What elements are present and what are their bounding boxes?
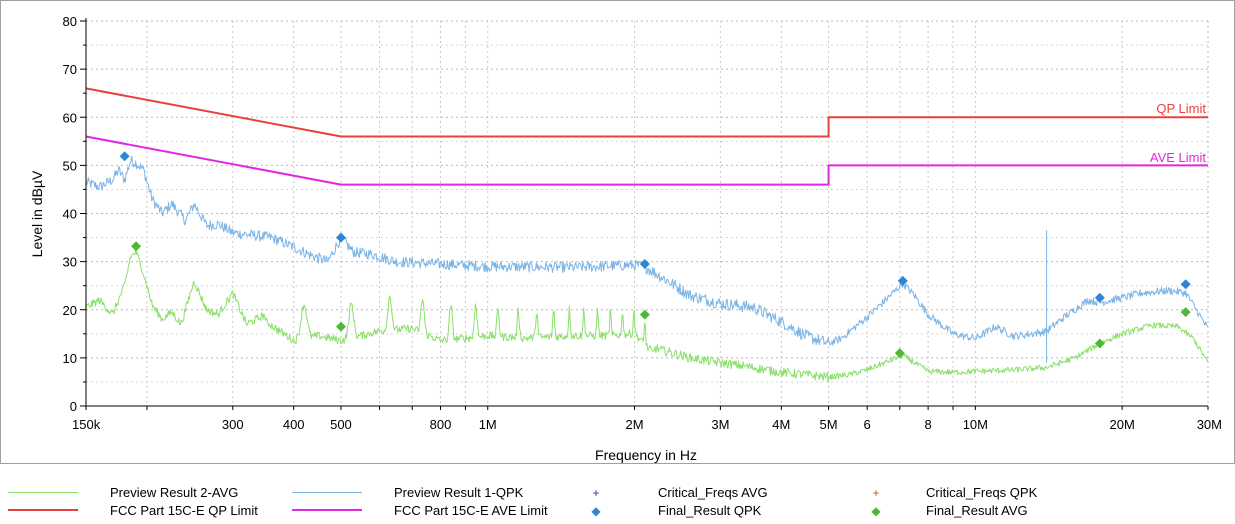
legend-label: Critical_Freqs QPK	[926, 485, 1038, 500]
data-point-final-result-qpk	[1180, 279, 1191, 290]
data-point-final-result-avg	[131, 241, 142, 252]
legend-swatch	[8, 492, 78, 493]
x-tick-label: 1M	[479, 417, 497, 432]
legend-label: Critical_Freqs AVG	[658, 485, 768, 500]
x-tick-label: 800	[430, 417, 452, 432]
data-point-final-result-qpk	[335, 232, 346, 243]
data-point-final-result-avg	[1094, 338, 1105, 349]
legend-label: FCC Part 15C-E QP Limit	[110, 503, 258, 518]
legend-swatch	[292, 492, 362, 493]
x-tick-label: 3M	[711, 417, 729, 432]
legend-swatch	[8, 509, 78, 511]
x-tick-label: 20M	[1109, 417, 1134, 432]
qp-limit-label: QP Limit	[1156, 101, 1206, 116]
ave-limit-label: AVE Limit	[1150, 150, 1206, 165]
legend-label: Preview Result 2-AVG	[110, 485, 239, 500]
series-line-fcc-part-15c-e-ave-limit	[85, 135, 1208, 186]
plus-marker-icon: +	[592, 486, 600, 500]
x-tick-label: 8	[924, 417, 931, 432]
data-point-final-result-qpk	[639, 259, 650, 270]
x-tick-label: 6	[864, 417, 871, 432]
data-point-final-result-qpk	[897, 275, 908, 286]
y-tick-label: 40	[63, 207, 77, 222]
markers	[119, 151, 1191, 359]
series	[85, 87, 1209, 383]
x-tick-label: 30M	[1197, 417, 1222, 432]
y-tick-label: 0	[70, 399, 77, 414]
plus-marker-icon: +	[872, 486, 880, 500]
diamond-marker-icon: ◆	[591, 504, 601, 518]
x-tick-label: 2M	[625, 417, 643, 432]
series-line-preview-result-1-qpk	[85, 155, 1209, 346]
y-tick-label: 70	[63, 62, 77, 77]
x-tick-label: 150k	[72, 417, 101, 432]
series-line-fcc-part-15c-e-qp-limit	[85, 87, 1208, 138]
legend-label: Final_Result QPK	[658, 503, 762, 518]
emission-chart: 0 10 20 30 40 50 60 70 80 150k 300 400 500 800 1M 2M 3M 4…	[0, 0, 1235, 464]
x-tick-label: 4M	[772, 417, 790, 432]
legend-label: Preview Result 1-QPK	[394, 485, 524, 500]
data-point-final-result-avg	[1180, 307, 1191, 318]
y-axis-title: Level in dBµV	[29, 170, 45, 257]
data-point-final-result-avg	[894, 348, 905, 359]
data-point-final-result-avg	[639, 309, 650, 320]
x-tick-label: 5M	[820, 417, 838, 432]
y-tick-label: 60	[63, 110, 77, 125]
data-point-final-result-qpk	[119, 151, 130, 162]
x-tick-label: 500	[330, 417, 352, 432]
diamond-marker-icon: ◆	[871, 504, 881, 518]
legend-label: Final_Result AVG	[926, 503, 1028, 518]
x-tick-label: 10M	[963, 417, 988, 432]
y-tick-label: 80	[63, 14, 77, 29]
y-tick-label: 30	[63, 255, 77, 270]
y-tick-label: 20	[63, 303, 77, 318]
legend-label: FCC Part 15C-E AVE Limit	[394, 503, 548, 518]
data-point-final-result-qpk	[1094, 292, 1105, 303]
x-tick-label: 300	[222, 417, 244, 432]
data-point-final-result-avg	[335, 321, 346, 332]
chart-frame	[0, 0, 1235, 464]
y-tick-label: 10	[63, 351, 77, 366]
y-tick-label: 50	[63, 158, 77, 173]
x-axis-title: Frequency in Hz	[595, 447, 697, 463]
x-tick-label: 400	[283, 417, 305, 432]
legend-swatch	[292, 509, 362, 511]
legend: Preview Result 2-AVG FCC Part 15C-E QP L…	[0, 484, 1235, 524]
series-line-preview-result-2-avg	[85, 248, 1209, 383]
tick-labels: 0 10 20 30 40 50 60 70 80 150k 300 400 500 800 1M 2M 3M 4…	[63, 14, 1222, 432]
